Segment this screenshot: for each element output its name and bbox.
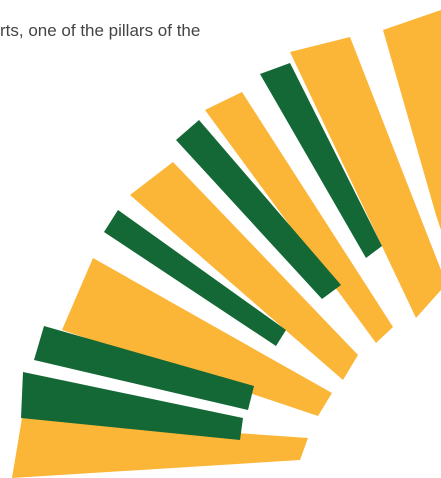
caption-text: rts, one of the pillars of the: [0, 21, 201, 40]
green-bar: [104, 210, 286, 346]
yellow-blade: [130, 162, 358, 380]
green-bar: [176, 120, 341, 299]
fan-yellow-blades: [12, 10, 441, 478]
green-bar: [260, 63, 382, 258]
fan-green-bars: [21, 63, 382, 440]
green-bar: [21, 372, 243, 440]
green-bar: [34, 326, 254, 410]
yellow-blade: [205, 92, 393, 343]
yellow-blade: [62, 258, 332, 416]
yellow-blade: [290, 37, 441, 318]
yellow-blade: [383, 10, 441, 230]
